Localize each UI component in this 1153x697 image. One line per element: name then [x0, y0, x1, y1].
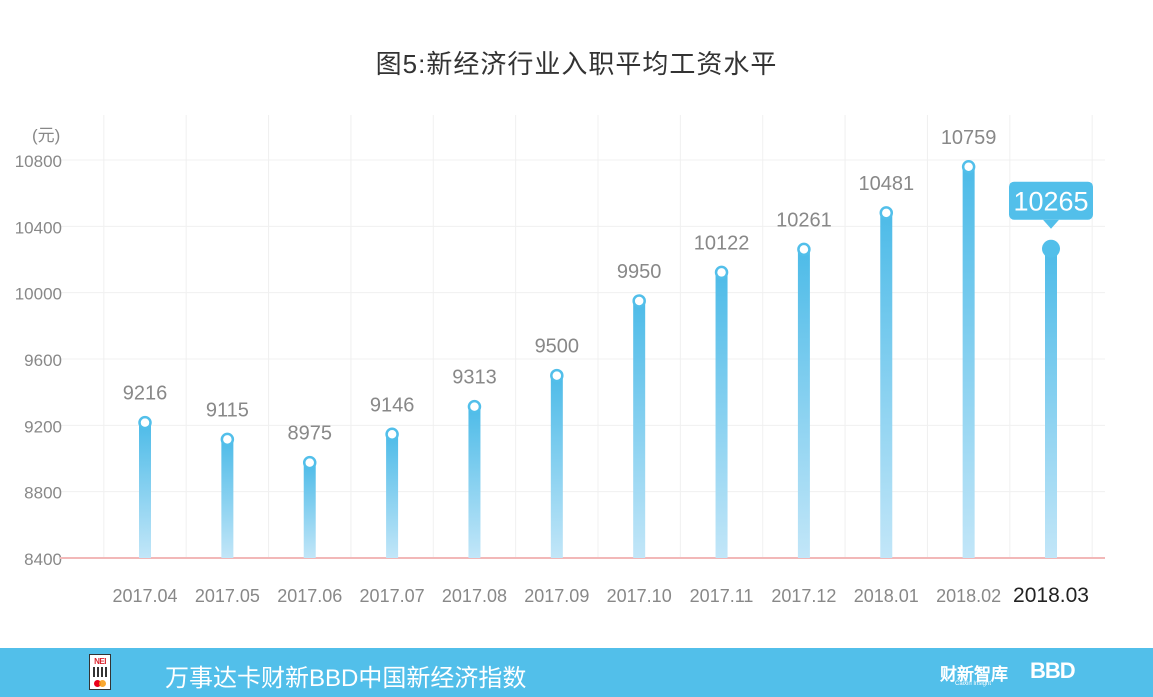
bar-point	[220, 432, 235, 447]
data-label: 10261	[776, 209, 832, 231]
data-label: 10481	[858, 173, 914, 195]
x-tick-label: 2017.05	[195, 586, 260, 606]
bar	[962, 166, 975, 558]
bar	[880, 212, 893, 559]
bar-chart: 8400 8800 9200 9600 10000 10400 10800 (元) 2017.0…	[15, 115, 1105, 607]
x-tick-label: 2017.12	[771, 586, 836, 606]
bar-point-highlight	[1042, 239, 1060, 258]
x-tick-label: 2018.02	[936, 586, 1001, 606]
data-label: 9216	[123, 383, 168, 405]
caixin-brand-sub: Caixin Insight	[955, 681, 992, 687]
y-tick-label: 10000	[15, 285, 62, 304]
x-tick-label: 2017.11	[690, 586, 754, 606]
bar-point	[302, 455, 317, 470]
x-tick-label: 2017.08	[442, 586, 507, 606]
bar	[221, 439, 234, 558]
data-label: 10759	[941, 127, 997, 149]
y-tick-label: 9200	[24, 417, 62, 436]
data-label-highlight: 10265	[1013, 187, 1088, 217]
bar	[386, 434, 399, 558]
chart-title: 图5:新经济行业入职平均工资水平	[375, 49, 778, 79]
bar-point	[961, 160, 976, 174]
footer-title: 万事达卡财新BBD中国新经济指数	[165, 665, 527, 692]
bbd-brand: BBD	[1030, 658, 1076, 683]
x-tick-label: 2017.09	[524, 586, 589, 606]
bar-point	[714, 265, 729, 280]
x-tick-label: 2017.10	[607, 586, 672, 606]
bar	[715, 272, 728, 558]
nei-logo-icon: NEI	[89, 654, 111, 690]
bar-point	[385, 427, 399, 442]
y-tick-label: 10400	[15, 218, 62, 237]
data-label: 9950	[617, 261, 662, 283]
bar-point	[632, 294, 646, 308]
bar	[633, 300, 646, 558]
y-axis-unit-label: (元)	[32, 126, 60, 145]
caixin-brand: 财新智库	[940, 665, 1008, 684]
bar	[468, 406, 481, 558]
data-label: 9313	[452, 367, 497, 389]
x-tick-label: 2017.04	[112, 586, 177, 606]
bar-point	[467, 399, 482, 414]
x-tick-label: 2018.03	[1013, 584, 1089, 607]
y-tick-label: 8800	[24, 484, 62, 503]
bar-point	[797, 242, 811, 257]
x-tick-label: 2018.01	[854, 586, 919, 606]
x-tick-label: 2017.06	[277, 586, 342, 606]
footer-banner: NEI 万事达卡财新BBD中国新经济指数 财新智库 Caixin Insight…	[0, 648, 1153, 697]
nei-logo-text: NEI	[94, 657, 106, 666]
data-label: 10122	[694, 232, 750, 254]
callout-pointer	[1043, 219, 1059, 229]
bar	[139, 422, 151, 558]
data-label: 9146	[370, 394, 415, 416]
bar	[1045, 248, 1057, 559]
bar-point	[138, 415, 152, 430]
bar-point	[550, 368, 564, 383]
data-label: 9115	[206, 399, 249, 421]
bar	[797, 249, 810, 559]
bar	[303, 462, 316, 558]
y-tick-label: 8400	[24, 550, 62, 569]
data-label: 8975	[287, 423, 332, 445]
value-callout	[1009, 181, 1093, 220]
bar-point	[879, 206, 894, 220]
bar	[550, 375, 563, 558]
data-label: 9500	[535, 336, 580, 358]
y-tick-label: 9600	[24, 351, 62, 370]
x-tick-label: 2017.07	[360, 586, 425, 606]
y-tick-label: 10800	[15, 152, 62, 171]
